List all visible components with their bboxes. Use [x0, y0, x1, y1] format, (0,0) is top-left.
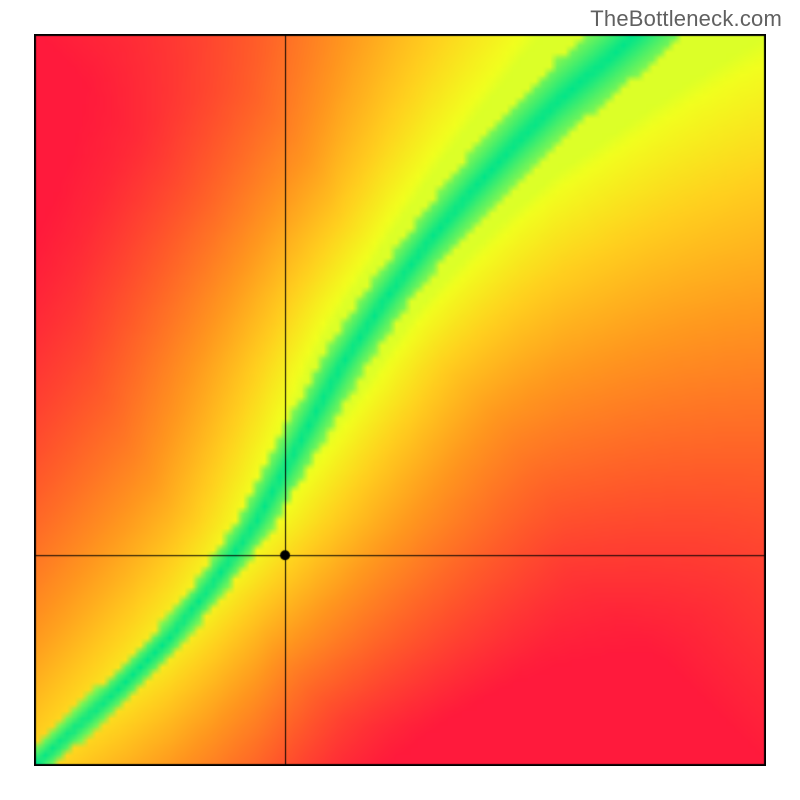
heatmap-canvas: [34, 34, 766, 766]
watermark-text: TheBottleneck.com: [590, 6, 782, 32]
chart-container: TheBottleneck.com: [0, 0, 800, 800]
